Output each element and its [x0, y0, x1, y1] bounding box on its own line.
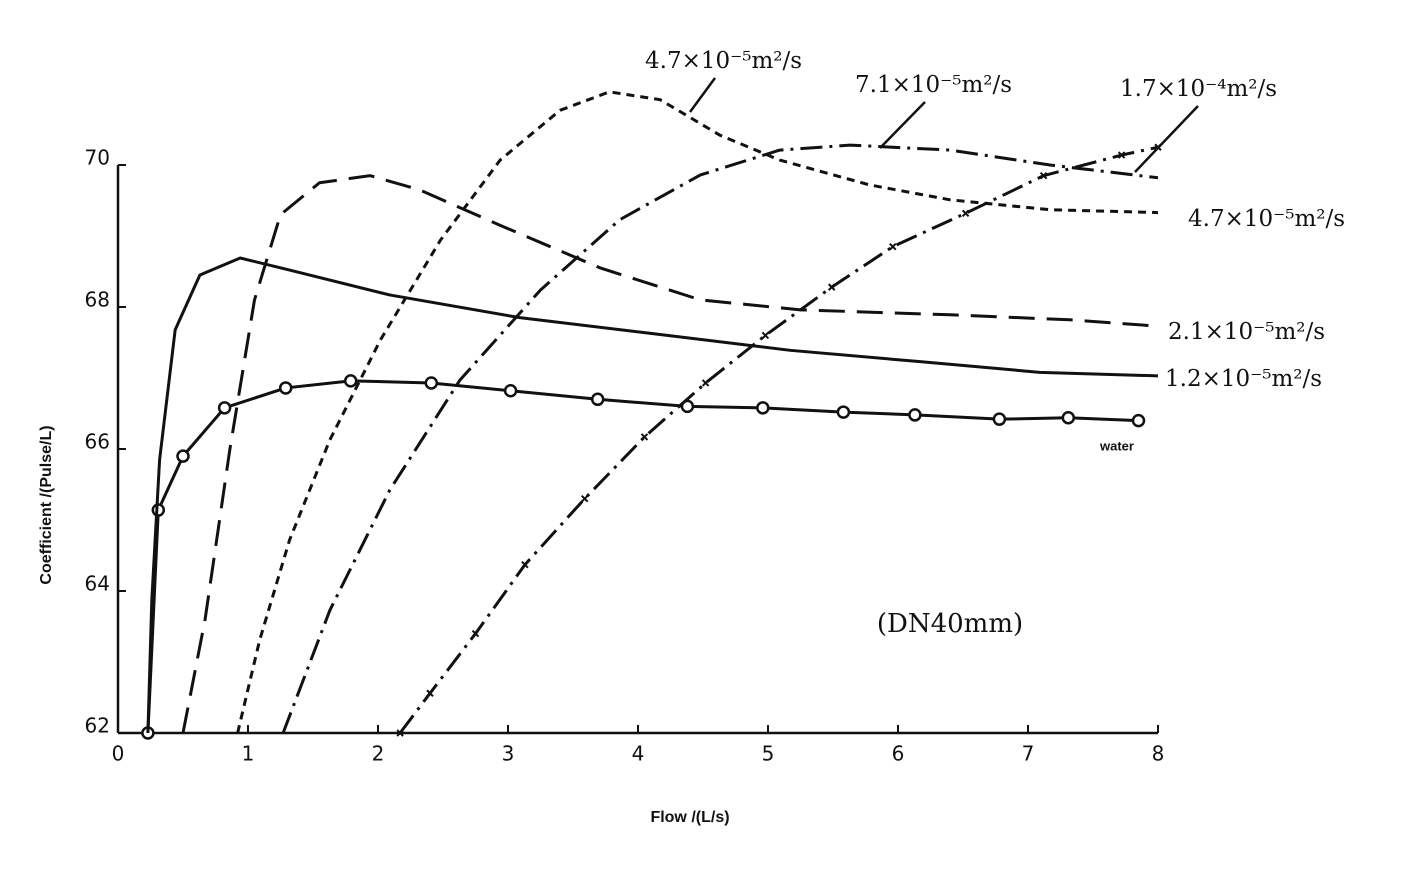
- series-line: [146, 379, 1139, 734]
- series-line: [236, 90, 1159, 734]
- marker: [827, 283, 836, 291]
- x-tick-label: 2: [372, 742, 385, 766]
- x-tick-label: 7: [1022, 742, 1035, 766]
- series-label: 7.1×10⁻⁵m²/s: [855, 72, 1012, 98]
- marker: [1039, 171, 1048, 180]
- marker: [1131, 413, 1146, 428]
- x-tick-label: 1: [242, 742, 255, 766]
- marker: [992, 412, 1007, 426]
- series-line: [281, 143, 1159, 734]
- marker: [1117, 151, 1126, 159]
- y-tick-label: 62: [85, 714, 110, 738]
- series-label: 1.2×10⁻⁵m²/s: [1165, 366, 1322, 392]
- y-tick-label: 66: [85, 430, 110, 454]
- marker: [278, 381, 293, 395]
- marker: [961, 209, 970, 217]
- y-axis-label: Coefficient /(Pulse/L): [38, 425, 55, 584]
- marker: [701, 379, 710, 387]
- x-tick-label: 8: [1152, 742, 1165, 766]
- x-axis-label: Flow /(L/s): [650, 809, 729, 826]
- marker: [1061, 411, 1076, 425]
- marker: [426, 689, 434, 697]
- leader-line: [879, 101, 926, 149]
- series-label: 2.1×10⁻⁵m²/s: [1168, 319, 1325, 345]
- series-label: 4.7×10⁻⁵m²/s: [645, 48, 802, 74]
- series-label: water: [1099, 438, 1134, 453]
- x-tick-label: 0: [112, 742, 125, 766]
- series-label: 1.7×10⁻⁴m²/s: [1120, 76, 1277, 102]
- x-tick-label: 5: [762, 742, 775, 766]
- x-tick-label: 4: [632, 742, 645, 766]
- series-label: 4.7×10⁻⁵m²/s: [1188, 206, 1345, 232]
- series-line: [398, 145, 1159, 734]
- marker: [471, 629, 480, 638]
- x-tick-label: 6: [892, 742, 905, 766]
- marker: [396, 729, 404, 737]
- annotation: (DN40mm): [877, 609, 1023, 639]
- marker: [217, 401, 232, 415]
- y-tick-label: 64: [85, 572, 110, 596]
- marker: [640, 433, 649, 441]
- series-line: [146, 256, 1159, 734]
- y-tick-label: 70: [85, 146, 110, 170]
- marker: [889, 242, 897, 251]
- leader-line: [1134, 105, 1199, 173]
- marker: [503, 384, 518, 398]
- marker: [908, 408, 922, 422]
- marker: [836, 405, 851, 419]
- marker: [176, 449, 190, 463]
- marker: [343, 374, 358, 388]
- leader-line: [688, 77, 717, 113]
- marker: [590, 392, 605, 407]
- series-line: [181, 174, 1159, 734]
- x-tick-label: 3: [502, 742, 515, 766]
- marker: [756, 401, 770, 415]
- y-tick-label: 68: [85, 288, 110, 312]
- marker: [761, 331, 770, 340]
- marker: [424, 376, 439, 390]
- marker: [580, 494, 589, 503]
- marker: [521, 561, 529, 569]
